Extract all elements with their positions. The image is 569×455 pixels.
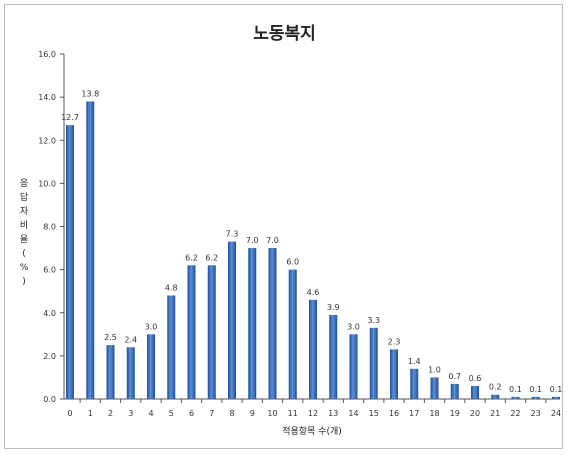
x-axis-label: 적용항목 수(개) bbox=[282, 425, 342, 437]
x-axis: 0 1 2 3 4 5 6 7 8 9 10 11 12 13 14 15 16 17 18 19 20 21 22 23 24 bbox=[64, 398, 561, 418]
x-tick-label: 3 bbox=[128, 409, 133, 418]
bar bbox=[309, 299, 317, 399]
y-tick-label: 16.0 bbox=[38, 50, 56, 59]
bars bbox=[66, 101, 560, 399]
data-label: 0.1 bbox=[529, 385, 542, 394]
x-tick-label: 17 bbox=[409, 409, 419, 418]
data-label: 0.2 bbox=[489, 383, 502, 392]
bar bbox=[187, 265, 196, 399]
data-label: 4.6 bbox=[307, 288, 320, 297]
y-axis-label: 응 답 자 비 율(%) bbox=[20, 178, 29, 287]
bar bbox=[410, 368, 419, 399]
x-tick-label: 23 bbox=[531, 409, 541, 418]
y-axis: 0.0 2.0 4.0 6.0 8.0 10.0 12.0 14.0 16.0 bbox=[38, 50, 65, 404]
x-tick-label: 10 bbox=[267, 409, 277, 418]
bar bbox=[369, 327, 378, 399]
bar bbox=[329, 314, 338, 399]
bar bbox=[66, 125, 74, 399]
data-label: 4.8 bbox=[165, 284, 178, 293]
data-label: 6.0 bbox=[286, 258, 299, 267]
bar bbox=[450, 383, 459, 399]
y-tick-label: 10.0 bbox=[38, 179, 56, 188]
data-label: 6.2 bbox=[205, 253, 218, 262]
data-label: 13.8 bbox=[81, 89, 99, 98]
bar bbox=[471, 386, 479, 399]
bar bbox=[349, 334, 358, 399]
data-label: 3.9 bbox=[327, 303, 340, 312]
x-tick-label: 8 bbox=[229, 409, 234, 418]
bar bbox=[430, 377, 439, 399]
y-tick-label: 4.0 bbox=[43, 309, 56, 318]
x-tick-label: 1 bbox=[88, 409, 93, 418]
y-tick-label: 0.0 bbox=[43, 395, 56, 404]
bar bbox=[552, 396, 560, 399]
data-label: 2.5 bbox=[104, 333, 117, 342]
data-label: 0.1 bbox=[509, 385, 522, 394]
x-tick-label: 16 bbox=[389, 409, 399, 418]
y-tick-label: 8.0 bbox=[43, 223, 56, 232]
x-tick-label: 9 bbox=[250, 409, 255, 418]
data-label: 6.2 bbox=[185, 253, 198, 262]
x-tick-label: 19 bbox=[450, 409, 460, 418]
bar bbox=[511, 396, 520, 399]
data-label: 7.0 bbox=[246, 236, 259, 245]
bar bbox=[288, 269, 297, 399]
x-tick-label: 14 bbox=[348, 409, 358, 418]
x-tick-label: 11 bbox=[288, 409, 298, 418]
chart-frame: 노동복지 bbox=[4, 4, 563, 449]
data-label: 3.0 bbox=[145, 322, 158, 331]
bar bbox=[531, 396, 540, 399]
x-tick-label: 12 bbox=[308, 409, 318, 418]
bar bbox=[390, 349, 398, 399]
data-label: 12.7 bbox=[61, 113, 79, 122]
data-label: 1.0 bbox=[428, 365, 441, 374]
y-tick-label: 12.0 bbox=[38, 136, 56, 145]
x-tick-label: 4 bbox=[148, 409, 153, 418]
data-label: 7.0 bbox=[266, 236, 279, 245]
data-label: 2.4 bbox=[124, 335, 137, 344]
bar bbox=[207, 265, 216, 399]
bar bbox=[167, 295, 176, 399]
data-labels: 12.7 13.8 2.5 2.4 3.0 4.8 6.2 6.2 7.3 7.0 7.0 6.0 4.… bbox=[61, 89, 562, 393]
x-tick-label: 21 bbox=[490, 409, 500, 418]
y-tick-label: 2.0 bbox=[43, 352, 56, 361]
x-tick-label: 2 bbox=[108, 409, 113, 418]
y-tick-label: 6.0 bbox=[43, 266, 56, 275]
data-label: 0.6 bbox=[469, 374, 482, 383]
bar bbox=[248, 248, 257, 399]
bar bbox=[228, 241, 236, 399]
x-tick-label: 7 bbox=[209, 409, 214, 418]
x-tick-label: 6 bbox=[189, 409, 194, 418]
bar bbox=[126, 347, 135, 399]
bar bbox=[86, 101, 95, 399]
x-tick-label: 18 bbox=[429, 409, 439, 418]
data-label: 3.0 bbox=[347, 322, 360, 331]
data-label: 0.7 bbox=[448, 372, 461, 381]
x-tick-label: 5 bbox=[169, 409, 174, 418]
data-label: 2.3 bbox=[388, 337, 401, 346]
y-tick-label: 14.0 bbox=[38, 93, 56, 102]
x-tick-label: 0 bbox=[67, 409, 72, 418]
data-label: 0.1 bbox=[550, 385, 563, 394]
x-tick-label: 24 bbox=[551, 409, 561, 418]
data-label: 7.3 bbox=[226, 230, 239, 239]
bar bbox=[106, 345, 115, 399]
x-tick-label: 15 bbox=[369, 409, 379, 418]
data-label: 1.4 bbox=[408, 357, 421, 366]
x-tick-label: 13 bbox=[328, 409, 338, 418]
chart-title: 노동복지 bbox=[253, 24, 316, 44]
bar bbox=[147, 334, 155, 399]
bar bbox=[268, 248, 277, 399]
x-tick-label: 20 bbox=[470, 409, 480, 418]
x-tick-label: 22 bbox=[510, 409, 520, 418]
data-label: 3.3 bbox=[367, 316, 380, 325]
bar bbox=[491, 394, 500, 399]
